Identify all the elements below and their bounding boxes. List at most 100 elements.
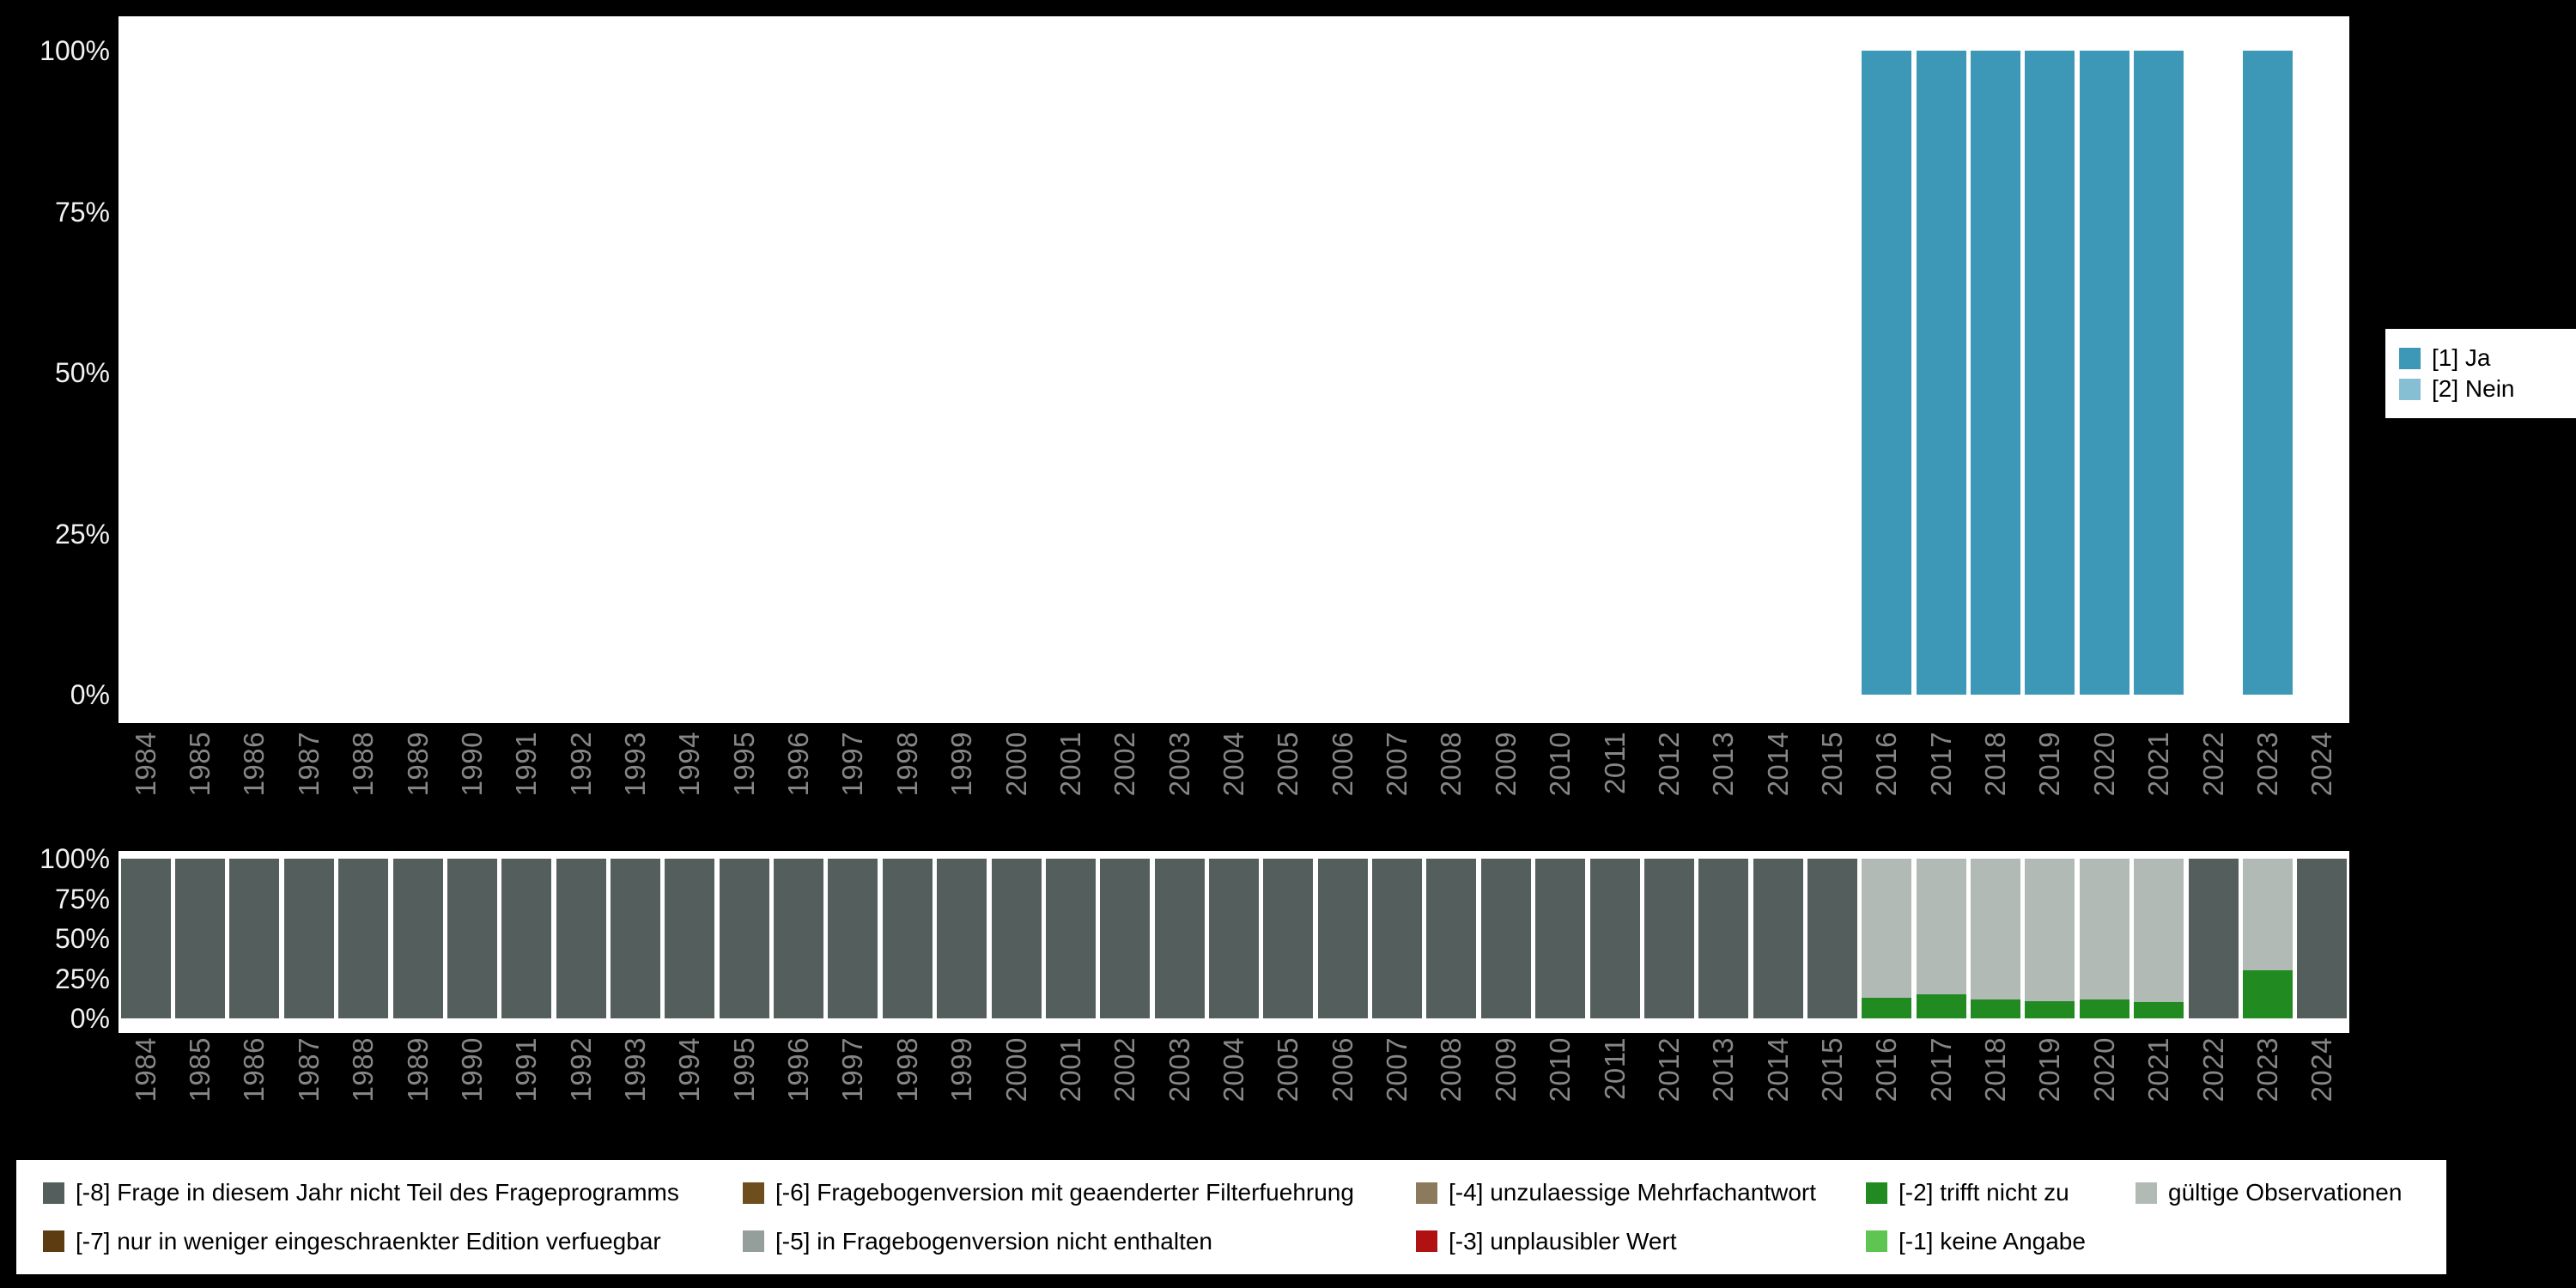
x-axis-tick: 2023	[2251, 732, 2283, 797]
x-axis-tick: 2024	[2306, 1037, 2338, 1103]
bar-segment	[1807, 859, 1858, 1018]
legend-item: [-1] keine Angabe	[1866, 1227, 2136, 1255]
x-axis-tick: 2018	[1979, 1037, 2012, 1103]
bar-segment	[1916, 859, 1966, 995]
bar-segment	[828, 859, 878, 1018]
y-axis-tick: 0%	[70, 1003, 110, 1034]
bar-segment	[2079, 999, 2129, 1018]
bar-segment	[2242, 970, 2293, 1018]
x-axis-tick: 1998	[890, 732, 923, 797]
legend-label: [-8] Frage in diesem Jahr nicht Teil des…	[76, 1179, 679, 1206]
x-axis-tick: 2009	[1489, 1037, 1522, 1103]
bar-segment	[665, 859, 715, 1018]
x-axis-tick: 2000	[999, 732, 1032, 797]
x-axis-tick: 1985	[184, 1037, 216, 1103]
x-axis-tick: 1992	[564, 1037, 597, 1103]
x-axis-tick: 2002	[1109, 732, 1141, 797]
bar-segment	[2242, 51, 2293, 695]
x-axis-tick: 2006	[1326, 732, 1358, 797]
x-axis-tick: 2003	[1163, 732, 1195, 797]
x-axis-tick: 1997	[836, 732, 869, 797]
bar-segment	[2025, 1000, 2075, 1018]
x-axis-tick: 1986	[238, 1037, 270, 1103]
x-axis-tick: 2013	[1707, 1037, 1740, 1103]
x-axis-tick: 1992	[564, 732, 597, 797]
bar-segment	[501, 859, 552, 1018]
x-axis-tick: 1990	[455, 1037, 488, 1103]
legend-label: [-1] keine Angabe	[1899, 1227, 2086, 1255]
x-axis-tick: 2015	[1816, 732, 1849, 797]
missings-plot-area	[118, 859, 2349, 1018]
bar-segment	[1971, 859, 2021, 999]
x-axis-tick: 1994	[673, 1037, 706, 1103]
x-axis-tick: 2011	[1598, 1037, 1631, 1100]
legend-item: [-2] trifft nicht zu	[1866, 1180, 2136, 1206]
x-axis-tick: 2020	[2087, 732, 2120, 797]
y-axis-tick: 0%	[70, 679, 110, 710]
bar-segment	[2025, 859, 2075, 1001]
bar-segment	[1698, 859, 1749, 1018]
x-axis-tick: 2014	[1761, 732, 1794, 797]
bar-segment	[1535, 859, 1586, 1018]
bar-segment	[447, 859, 497, 1018]
x-axis-tick: 2016	[1870, 1037, 1903, 1103]
x-axis-tick: 2010	[1544, 732, 1577, 797]
x-axis-tick: 1987	[292, 1037, 325, 1103]
x-axis-tick: 1988	[347, 1037, 380, 1103]
bar-segment	[1753, 859, 1803, 1018]
legend-swatch	[2399, 347, 2421, 369]
x-axis-tick: 2016	[1870, 732, 1903, 797]
x-axis-tick: 1995	[727, 1037, 760, 1103]
x-axis-tick: 2010	[1544, 1037, 1577, 1103]
x-axis-tick: 2012	[1652, 732, 1685, 797]
missings-chart-panel	[118, 851, 2349, 1033]
x-axis-tick: 1990	[455, 732, 488, 797]
bar-segment	[1589, 859, 1640, 1018]
legend-label: [-5] in Fragebogenversion nicht enthalte…	[775, 1227, 1212, 1255]
x-axis-tick: 2014	[1761, 1037, 1794, 1103]
x-axis-tick: 2003	[1163, 1037, 1195, 1103]
bar-segment	[2025, 51, 2075, 695]
bar-segment	[1209, 859, 1259, 1018]
legend-swatch	[1416, 1182, 1437, 1204]
x-axis-tick: 2002	[1109, 1037, 1141, 1103]
x-axis-tick: 1998	[890, 1037, 923, 1103]
legend-item: [2] Nein	[2399, 376, 2576, 402]
bar-segment	[1971, 999, 2021, 1018]
x-axis-tick: 2008	[1435, 1037, 1467, 1103]
x-axis-tick: 2019	[2033, 1037, 2066, 1103]
legend-swatch	[1866, 1182, 1887, 1204]
x-axis-tick: 2007	[1381, 732, 1413, 797]
y-axis-tick: 75%	[54, 196, 110, 228]
bar-segment	[2242, 859, 2293, 971]
x-axis-tick: 2006	[1326, 1037, 1358, 1103]
bar-segment	[1317, 859, 1368, 1018]
bar-segment	[338, 859, 389, 1018]
bar-segment	[1862, 997, 1912, 1018]
legend-swatch	[43, 1182, 64, 1204]
bar-segment	[120, 859, 171, 1018]
x-axis-tick: 2013	[1707, 732, 1740, 797]
bar-segment	[2134, 859, 2184, 1003]
legend-label: [-3] unplausibler Wert	[1449, 1227, 1677, 1255]
x-axis-tick: 2008	[1435, 732, 1467, 797]
x-axis-tick: 2015	[1816, 1037, 1849, 1103]
y-axis-tick: 100%	[39, 35, 110, 66]
x-axis-tick: 1993	[618, 732, 651, 797]
legend-label: [-7] nur in weniger eingeschraenkter Edi…	[76, 1227, 661, 1255]
legend-swatch	[1866, 1230, 1887, 1253]
x-axis-tick: 1989	[401, 732, 434, 797]
legend-swatch	[743, 1230, 764, 1253]
bar-segment	[719, 859, 769, 1018]
x-axis-tick: 2012	[1652, 1037, 1685, 1103]
answers-plot-area	[118, 51, 2349, 695]
bar-segment	[1426, 859, 1477, 1018]
answers-legend: [1] Ja [2] Nein	[2385, 329, 2576, 418]
bar-segment	[1643, 859, 1694, 1018]
x-axis-tick: 1985	[184, 732, 216, 797]
legend-label: gültige Observationen	[2168, 1179, 2403, 1206]
x-axis-tick: 1988	[347, 732, 380, 797]
bar-segment	[882, 859, 933, 1018]
x-axis-tick: 2021	[2142, 1037, 2175, 1103]
bar-segment	[2079, 859, 2129, 999]
